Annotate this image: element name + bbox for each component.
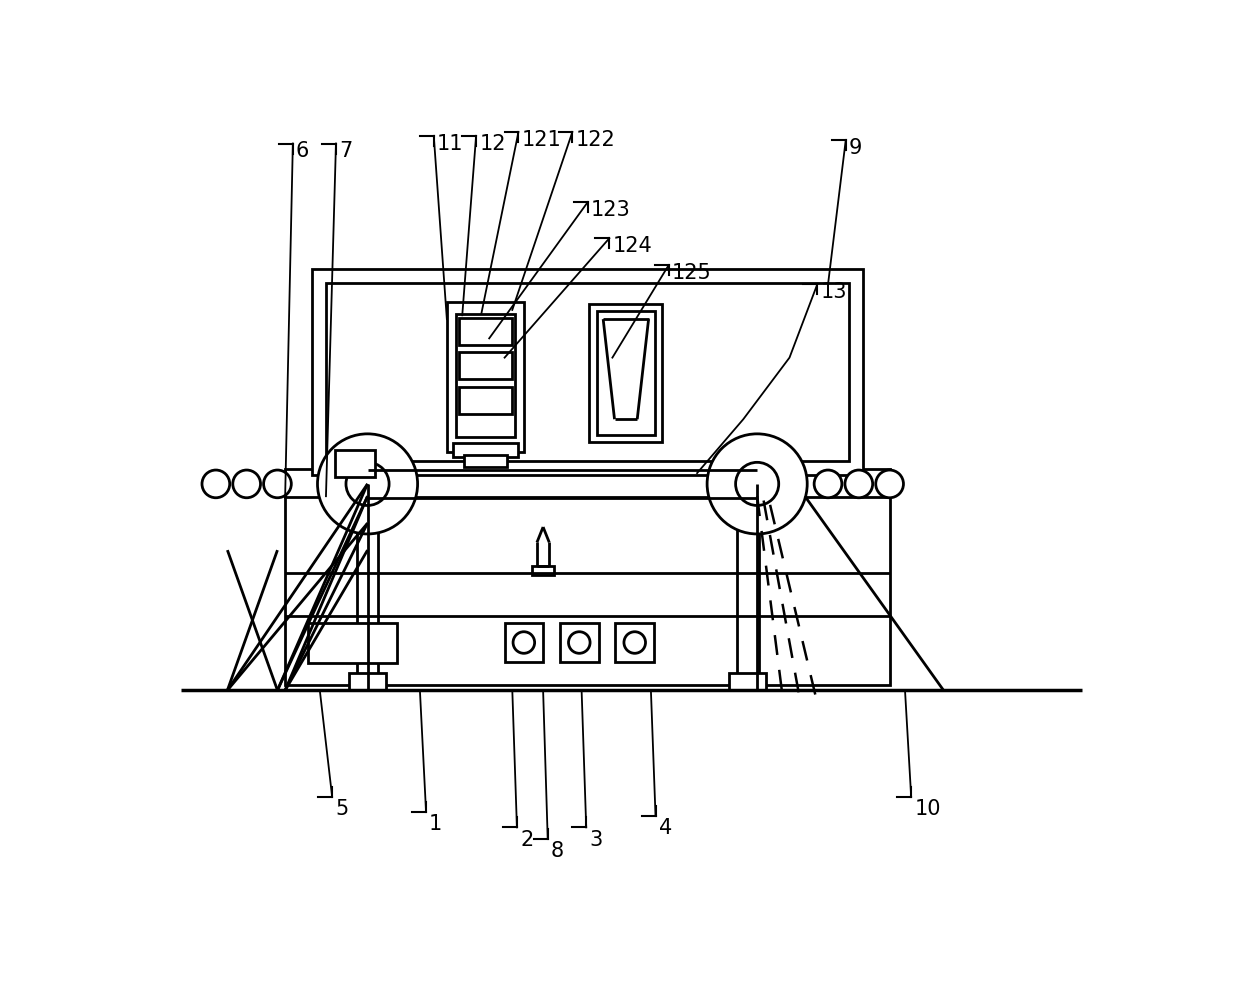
Bar <box>615 623 653 662</box>
Bar <box>350 673 386 691</box>
Text: 10: 10 <box>914 799 941 819</box>
Bar <box>505 623 543 662</box>
Text: 122: 122 <box>575 130 615 150</box>
Text: 121: 121 <box>522 130 562 150</box>
Bar <box>453 443 517 457</box>
Bar <box>459 386 512 414</box>
Text: 11: 11 <box>436 134 464 154</box>
Bar <box>285 496 889 685</box>
Circle shape <box>233 470 260 497</box>
Circle shape <box>624 631 646 653</box>
Circle shape <box>264 470 291 497</box>
Bar <box>459 352 512 380</box>
Bar <box>459 317 512 345</box>
Text: 124: 124 <box>613 236 652 256</box>
Bar <box>532 566 554 575</box>
Text: 5: 5 <box>335 799 348 819</box>
Text: 125: 125 <box>672 263 712 282</box>
Circle shape <box>568 631 590 653</box>
Bar <box>729 673 766 691</box>
Bar <box>560 623 599 662</box>
Text: 6: 6 <box>296 142 309 162</box>
Circle shape <box>202 470 229 497</box>
Text: 123: 123 <box>590 200 631 220</box>
Text: 3: 3 <box>589 829 603 849</box>
Bar <box>285 470 889 497</box>
Circle shape <box>735 463 779 505</box>
Bar <box>326 282 849 461</box>
Circle shape <box>346 463 389 505</box>
Bar <box>737 496 759 685</box>
Circle shape <box>707 434 807 534</box>
Text: 7: 7 <box>339 142 352 162</box>
Bar <box>456 314 515 437</box>
Text: 2: 2 <box>520 829 533 849</box>
Text: 13: 13 <box>821 282 847 302</box>
Bar <box>446 302 523 452</box>
Bar <box>589 303 662 442</box>
Circle shape <box>875 470 904 497</box>
Bar <box>335 450 376 477</box>
Text: 12: 12 <box>479 134 506 154</box>
Bar <box>312 270 863 475</box>
Text: 1: 1 <box>429 815 443 834</box>
Circle shape <box>513 631 534 653</box>
Text: 8: 8 <box>551 841 564 861</box>
Bar <box>357 496 378 685</box>
Circle shape <box>844 470 873 497</box>
Text: 4: 4 <box>658 819 672 838</box>
Circle shape <box>815 470 842 497</box>
Text: 9: 9 <box>849 138 862 159</box>
Bar <box>464 455 507 467</box>
Circle shape <box>317 434 418 534</box>
Bar <box>596 311 655 435</box>
Bar <box>309 623 397 663</box>
